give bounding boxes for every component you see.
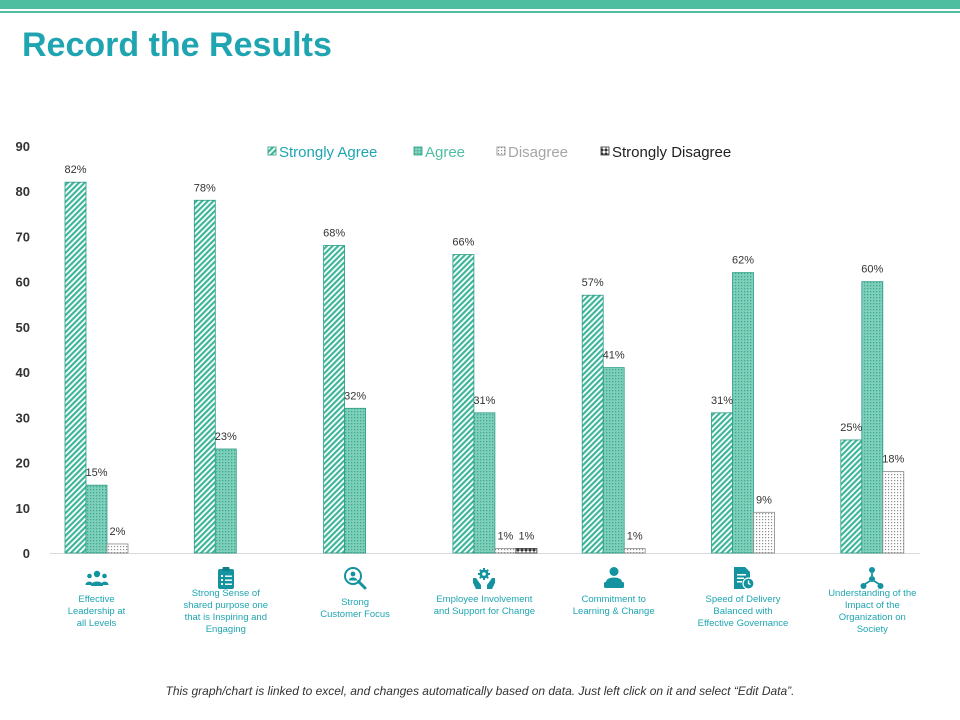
people-group-icon [85,566,109,590]
data-label: 32% [344,390,366,402]
bar-disagree[interactable] [106,543,129,554]
legend-label[interactable]: Strongly Agree [279,144,377,161]
data-label: 41% [603,350,625,362]
bar-disagree[interactable] [623,548,646,554]
data-label: 1% [497,530,513,542]
legend-label[interactable]: Strongly Disagree [612,144,731,161]
y-tick-label: 10 [16,501,30,516]
data-label: 1% [627,530,643,542]
category-label-line: Organization on [838,612,906,623]
category-label-line: Engaging [205,624,246,635]
category-label-line: Customer Focus [320,609,390,620]
y-tick-label: 50 [16,320,30,335]
bar-strongly-agree[interactable] [581,294,604,554]
organization-network-icon [860,566,884,590]
legend-label[interactable]: Disagree [508,144,568,161]
data-label: 31% [473,395,495,407]
bar-agree[interactable] [732,272,754,554]
bar-agree[interactable] [473,412,496,554]
customer-search-icon [343,566,367,590]
category-label-line: Speed of Delivery [705,594,781,605]
top-accent-bar [0,0,960,9]
category-label: Understanding of the Impact of the Organiz… [807,588,937,636]
bar-disagree[interactable] [882,471,905,554]
bar-strongly-agree[interactable] [711,412,733,554]
category-label-line: all Levels [76,618,117,629]
bar-agree[interactable] [85,484,108,554]
y-tick-label: 30 [16,410,30,425]
footer-note: This graph/chart is linked to excel, and… [165,684,795,698]
bar-strongly-agree[interactable] [193,199,216,554]
bar-strongly-agree[interactable] [452,254,475,554]
category-label: Strong Sense of shared purpose one that is… [161,588,291,636]
bar-agree[interactable] [344,407,367,554]
bar-disagree[interactable] [753,511,775,554]
category-label-line: shared purpose one [183,600,269,611]
data-label: 2% [110,526,126,538]
data-label: 25% [840,422,862,434]
hands-gear-icon [472,566,496,590]
category-label-line: Understanding of the [828,588,917,599]
y-tick-label: 20 [16,456,30,471]
document-clock-icon [731,566,755,590]
category-label: Commitment to Learning & Change [549,594,679,618]
bar-chart[interactable]: 0 10 20 30 40 50 60 70 80 90 Strongly Agree Agree D… [0,0,960,680]
data-label: 60% [861,264,883,276]
category-label: Effective Leadership at all Levels [32,594,162,630]
category-label-line: Effective Governance [697,618,789,629]
category-label: Speed of Delivery Balanced with Effective … [678,594,808,630]
data-label: 15% [85,467,107,479]
legend-swatch-strongly-agree [267,146,277,156]
category-label-line: that is Inspiring and [184,612,267,623]
legend-swatch-agree [413,146,423,156]
page-title: Record the Results [22,26,332,64]
category-label-line: Balanced with [713,606,773,617]
data-label: 68% [323,227,345,239]
category-label-line: Strong [341,597,370,608]
y-tick-label: 0 [23,546,30,561]
y-tick-label: 90 [16,139,30,154]
category-label-line: Society [856,624,888,635]
clipboard-checklist-icon [214,566,238,590]
bar-disagree[interactable] [494,548,517,554]
category-label-line: Impact of the [844,600,900,611]
data-label: 82% [64,164,86,176]
data-label: 62% [732,255,754,267]
bar-agree[interactable] [602,367,625,554]
legend-swatch-strongly-disagree [600,146,610,156]
y-tick-label: 70 [16,229,30,244]
data-label: 23% [215,431,237,443]
legend-label[interactable]: Agree [425,144,465,161]
category-label-line: Commitment to [581,594,646,605]
data-label: 9% [756,494,772,506]
bar-agree[interactable] [861,281,884,554]
data-label: 1% [518,530,534,542]
data-label: 18% [882,454,904,466]
legend-swatch-disagree [496,146,506,156]
category-label-line: Strong Sense of [191,588,260,599]
y-tick-label: 40 [16,365,30,380]
y-tick-label: 60 [16,275,30,290]
category-label-line: and Support for Change [433,606,536,617]
person-learning-icon [602,566,626,590]
bar-agree[interactable] [214,448,237,554]
bar-strongly-agree[interactable] [323,245,346,554]
data-label: 66% [452,237,474,249]
bar-strongly-disagree[interactable] [515,548,538,554]
category-label: Strong Customer Focus [290,597,420,621]
category-label: Employee Involvement and Support for Chan… [419,594,549,618]
data-label: 57% [582,277,604,289]
category-label-line: Effective [78,594,115,605]
y-tick-label: 80 [16,184,30,199]
category-label-line: Leadership at [67,606,126,617]
bar-strongly-agree[interactable] [840,439,863,554]
top-accent-line [0,11,960,13]
category-label-line: Employee Involvement [436,594,533,605]
data-label: 31% [711,395,733,407]
bar-strongly-agree[interactable] [64,181,87,554]
data-label: 78% [194,182,216,194]
category-label-line: Learning & Change [572,606,655,617]
